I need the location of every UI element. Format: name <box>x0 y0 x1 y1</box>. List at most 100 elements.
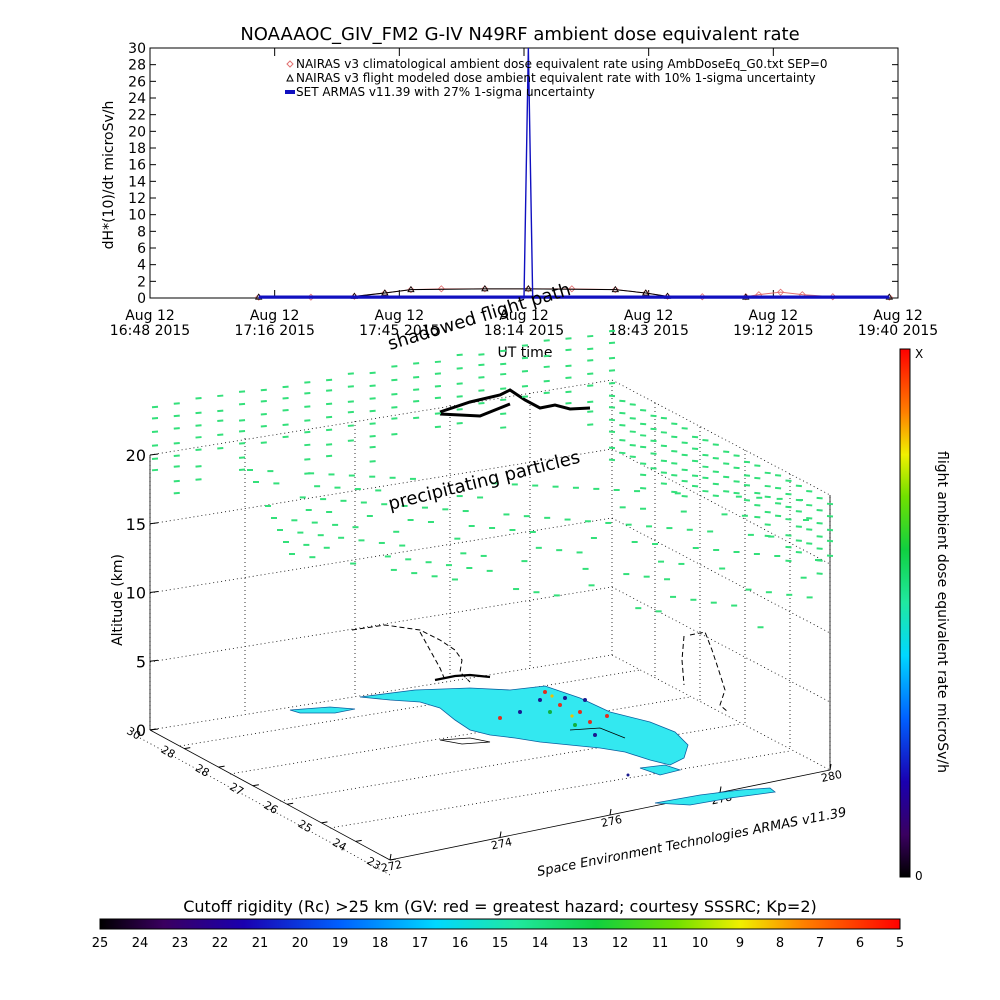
particle-mark <box>785 518 792 521</box>
lat-tick <box>287 802 294 805</box>
rigidity-tick-label: 18 <box>372 936 389 951</box>
particle-mark <box>369 435 376 438</box>
particle-mark <box>743 483 751 487</box>
particle-mark <box>260 413 267 416</box>
particle-mark <box>413 362 420 365</box>
credit-text: Space Environment Technologies ARMAS v11… <box>536 805 848 880</box>
y-tick-label: 28 <box>128 58 146 74</box>
particle-mark <box>304 443 311 447</box>
x-tick-label: Aug 12 <box>749 308 799 324</box>
rigidity-tick-label: 21 <box>252 936 269 951</box>
particle-mark <box>806 490 813 493</box>
particle-mark <box>660 416 667 420</box>
particle-mark <box>521 395 529 398</box>
rigidity-tick-label: 16 <box>452 936 469 951</box>
particle-mark <box>326 415 333 419</box>
particle-mark <box>691 484 699 488</box>
particle-mark <box>671 435 678 439</box>
particle-mark <box>650 467 657 470</box>
particle-mark <box>681 453 688 457</box>
particle-mark <box>733 466 740 470</box>
particle-mark <box>816 496 823 500</box>
lon-tick <box>389 853 392 861</box>
rigidity-tick-label: 5 <box>896 936 904 951</box>
particle-mark <box>369 384 376 387</box>
particle-mark <box>173 479 180 483</box>
lat-tick-label: 28 <box>193 761 212 779</box>
lon-tick-label: 276 <box>600 813 623 830</box>
annotation-precipitating-particles: precipitating particles <box>386 447 582 515</box>
particle-mark <box>456 382 463 385</box>
rigidity-tick-label: 6 <box>856 936 864 951</box>
particle-mark <box>764 510 771 514</box>
particle-mark <box>260 441 267 444</box>
particle-mark <box>660 444 667 448</box>
latitude-axis: 30 28 28 27 26 25 24 23 <box>124 724 397 873</box>
particle-mark <box>260 400 267 403</box>
particle-mark <box>785 492 792 496</box>
particle-mark <box>326 428 333 432</box>
y-tick-label: 18 <box>128 141 146 157</box>
particle-mark <box>304 381 311 384</box>
particle-mark <box>391 378 398 382</box>
particle-mark <box>238 419 246 422</box>
particle-mark <box>500 387 507 390</box>
particle-mark <box>500 412 507 415</box>
particle-mark <box>691 435 699 439</box>
particle-mark <box>702 489 709 493</box>
rigidity-tick-label: 19 <box>332 936 349 951</box>
lat-tick <box>355 839 362 842</box>
particle-mark <box>587 334 594 338</box>
legend-label: NAIRAS v3 flight modeled dose ambient eq… <box>296 71 816 85</box>
particle-mark <box>391 365 398 368</box>
particle-mark <box>543 365 550 369</box>
particle-mark <box>785 545 792 549</box>
dose-rate-colorbar <box>899 348 911 878</box>
particle-mark <box>764 484 771 488</box>
z-tick <box>149 591 159 593</box>
particle-mark <box>456 408 463 411</box>
particle-mark <box>681 494 688 498</box>
particle-mark <box>608 406 616 409</box>
particle-mark <box>238 390 246 393</box>
particle-mark <box>456 421 463 425</box>
shadowed-flight-path <box>439 388 591 418</box>
rigidity-tick-label: 14 <box>532 936 549 951</box>
particle-mark <box>660 431 667 434</box>
lat-tick <box>389 858 397 861</box>
particle-mark <box>671 449 678 453</box>
y-tick-label: 2 <box>137 274 146 290</box>
particle-mark <box>795 510 802 513</box>
lon-tick-label: 272 <box>380 858 403 875</box>
data-point-triangle <box>611 285 620 293</box>
particle-mark <box>723 462 730 465</box>
particle-mark <box>347 410 354 414</box>
particle-mark <box>478 376 485 379</box>
particle-mark <box>826 502 834 506</box>
particle-mark <box>500 362 507 366</box>
particle-mark <box>608 341 616 345</box>
particle-mark <box>173 491 180 495</box>
particle-mark <box>681 427 688 430</box>
particle-mark <box>282 423 289 426</box>
particle-mark <box>260 388 267 392</box>
particle-mark <box>195 424 202 427</box>
particle-mark <box>640 422 647 426</box>
particle-mark <box>795 484 802 488</box>
particle-mark <box>691 459 699 463</box>
particle-mark <box>629 443 636 447</box>
z-tick-label: 20 <box>126 446 146 465</box>
particle-mark <box>754 491 761 495</box>
x-tick-label: Aug 12 <box>250 308 300 324</box>
particle-mark <box>795 539 802 542</box>
x-tick-label: 19:12 2015 <box>733 323 813 339</box>
particle-mark <box>660 482 667 485</box>
lat-tick <box>252 784 259 787</box>
z-tick-label: 5 <box>136 652 146 671</box>
particle-mark <box>795 525 802 528</box>
particle-mark <box>282 409 289 412</box>
particle-mark <box>640 434 647 437</box>
particle-mark <box>304 430 311 434</box>
